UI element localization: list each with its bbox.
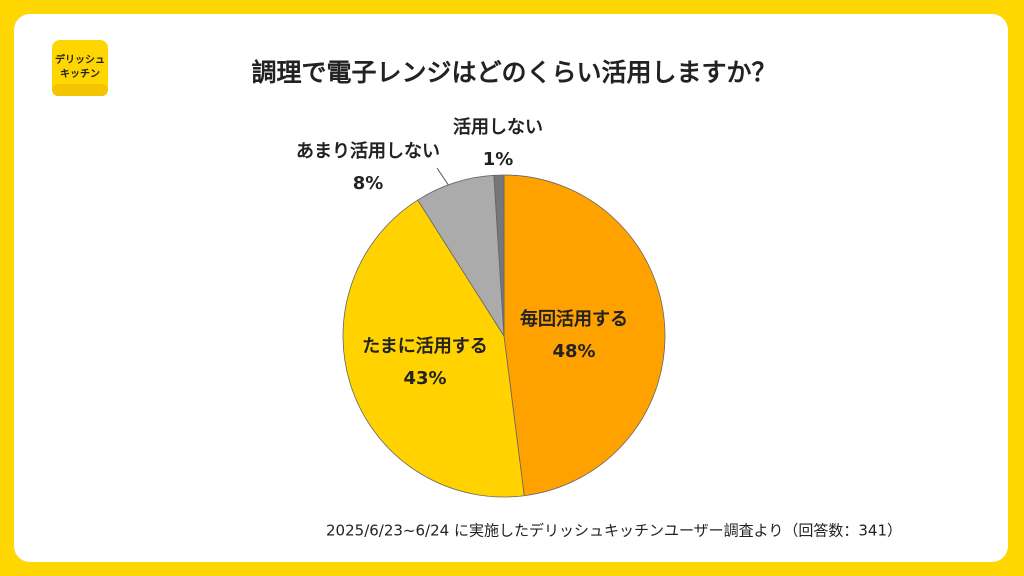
logo-strip <box>52 84 108 96</box>
slice-value-label: 48% <box>552 341 595 362</box>
slice-label: 活用しない <box>453 116 543 138</box>
pie-slice <box>493 174 505 337</box>
slice-value-label: 43% <box>403 368 446 389</box>
slice-label: 毎回活用する <box>520 308 628 330</box>
chart-title: 調理で電子レンジはどのくらい活用しますか？ <box>251 58 776 87</box>
slice-label: たまに活用する <box>362 335 487 357</box>
slice-value-label: 8% <box>353 173 384 194</box>
logo: デリッシュ キッチン <box>52 40 108 96</box>
logo-bg <box>52 40 108 96</box>
slice-value-label: 1% <box>483 149 514 170</box>
logo-text: キッチン <box>60 68 100 80</box>
pie-slice <box>342 199 525 498</box>
leader-line <box>436 167 450 187</box>
pie-slice <box>503 174 666 497</box>
logo-text: デリッシュ <box>55 53 105 66</box>
footnote: 2025/6/23~6/24 に実施したデリッシュキッチンユーザー調査より（回答… <box>326 522 902 540</box>
slice-label: あまり活用しない <box>296 140 440 162</box>
